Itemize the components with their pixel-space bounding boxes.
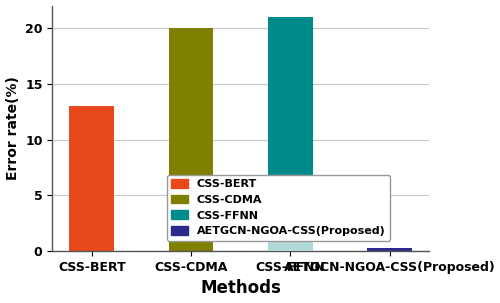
X-axis label: Methods: Methods [200,279,281,298]
Bar [268,17,312,251]
Y-axis label: Error rate(%): Error rate(%) [6,76,20,180]
Bar [368,248,412,251]
Bar [169,28,214,251]
Legend: CSS-BERT, CSS-CDMA, CSS-FFNN, AETGCN-NGOA-CSS(Proposed): CSS-BERT, CSS-CDMA, CSS-FFNN, AETGCN-NGO… [167,175,390,241]
Bar [268,195,312,251]
Bar [70,106,114,251]
